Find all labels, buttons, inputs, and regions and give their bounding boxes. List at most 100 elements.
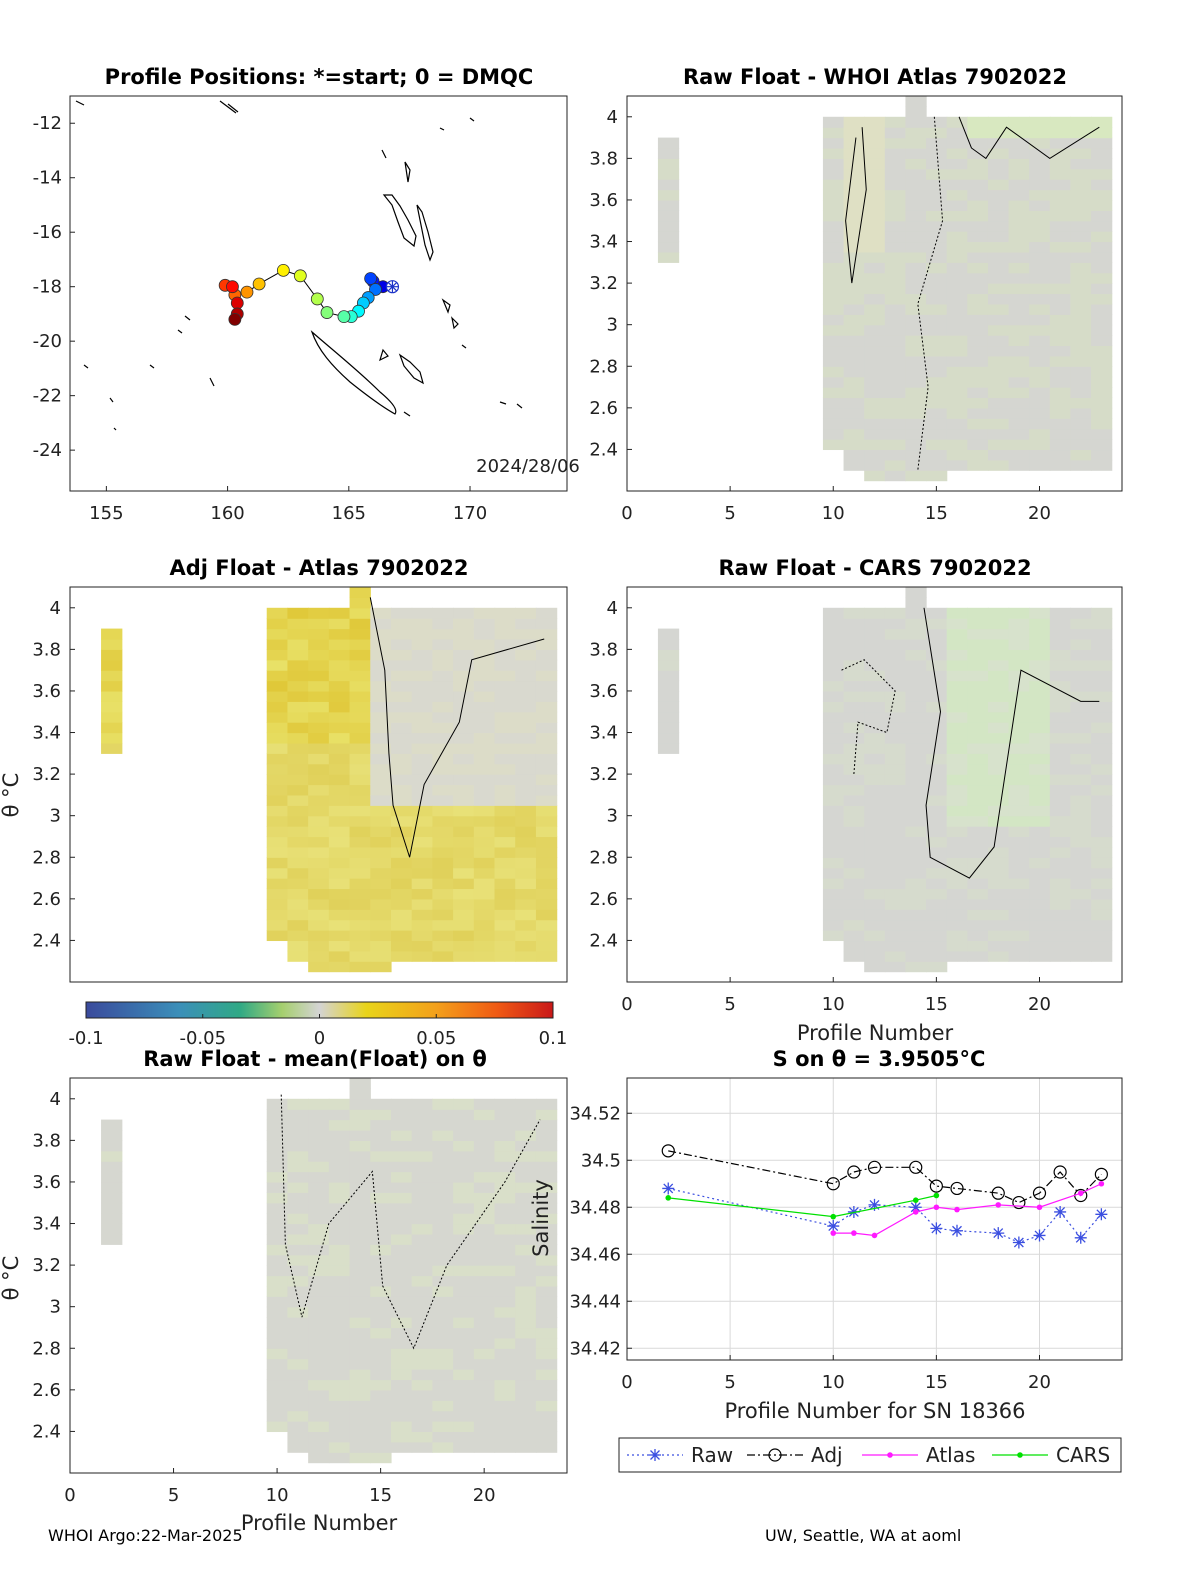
heatmap-cell (1029, 794, 1051, 806)
heatmap-cell (101, 711, 123, 723)
heatmap-cell (370, 753, 392, 765)
heatmap-cell (1029, 283, 1051, 295)
heatmap-cell (1091, 888, 1113, 900)
heatmap-cell (843, 649, 865, 661)
heatmap-cell (390, 1119, 413, 1131)
heatmap-cell (926, 909, 948, 921)
heatmap-cell (349, 1223, 371, 1235)
heatmap-cell (308, 1202, 330, 1214)
heatmap-cell (432, 1254, 454, 1266)
heatmap-cell (822, 272, 845, 284)
heatmap-cell (987, 898, 1010, 910)
heatmap-cell (967, 345, 989, 357)
heatmap-cell (987, 366, 1010, 378)
heatmap-cell (370, 1244, 392, 1256)
heatmap-cell (432, 1421, 454, 1433)
heatmap-cell (349, 1421, 371, 1433)
heatmap-cell (926, 774, 948, 786)
heatmap-cell (905, 262, 927, 274)
heatmap-cell (370, 1109, 392, 1121)
heatmap-cell (905, 690, 927, 702)
heatmap-cell (946, 355, 968, 367)
heatmap-cell (1049, 784, 1072, 796)
heatmap-cell (967, 826, 989, 838)
heatmap-cell (1049, 940, 1072, 952)
heatmap-cell (987, 867, 1010, 879)
heatmap-cell (266, 1369, 289, 1381)
heatmap-cell (926, 439, 948, 451)
heatmap-cell (1029, 670, 1051, 682)
heatmap-cell (411, 1441, 433, 1453)
heatmap-cell (884, 857, 907, 869)
heatmap-cell (266, 1140, 289, 1152)
heatmap-cell (494, 1285, 516, 1297)
heatmap-cell (1070, 784, 1092, 796)
heatmap-cell (473, 826, 496, 838)
heatmap-cell (308, 961, 330, 973)
heatmap-cell (515, 1389, 537, 1401)
heatmap-cell (822, 262, 845, 274)
xtick-label: 10 (822, 1372, 845, 1393)
heatmap-cell (287, 607, 309, 619)
heatmap-cell (370, 1421, 392, 1433)
heatmap-cell (905, 867, 927, 879)
heatmap-cell (864, 878, 886, 890)
heatmap-cell (967, 618, 989, 630)
heatmap-cell (864, 805, 886, 817)
heatmap-cell (1008, 649, 1030, 661)
heatmap-cell (328, 1213, 351, 1225)
heatmap-cell (101, 659, 123, 671)
heatmap-cell (1070, 898, 1092, 910)
heatmap-cell (101, 670, 123, 682)
heatmap-cell (946, 199, 968, 211)
heatmap-cell (884, 366, 907, 378)
heatmap-cell (1049, 262, 1072, 274)
heatmap-cell (411, 888, 433, 900)
heatmap-cell (535, 1254, 558, 1266)
heatmap-cell (515, 732, 537, 744)
heatmap-cell (349, 618, 371, 630)
heatmap-cell (287, 1119, 309, 1131)
heatmap-cell (843, 272, 865, 284)
heatmap-cell (967, 407, 989, 419)
heatmap-cell (1008, 722, 1030, 734)
heatmap-cell (515, 1296, 537, 1308)
heatmap-cell (946, 888, 968, 900)
heatmap-cell (453, 1140, 475, 1152)
heatmap-cell (370, 763, 392, 775)
heatmap-cell (515, 649, 537, 661)
heatmap-cell (1070, 659, 1092, 671)
heatmap-cell (349, 961, 371, 973)
xtick-label: 20 (1028, 994, 1051, 1015)
heatmap-cell (515, 1244, 537, 1256)
heatmap-cell (494, 950, 516, 962)
heatmap-cell (822, 168, 845, 180)
heatmap-cell (370, 1452, 392, 1464)
heatmap-cell (328, 1161, 351, 1173)
heatmap-cell (349, 1098, 371, 1110)
heatmap-cell (266, 1161, 289, 1173)
series-point (826, 1177, 840, 1191)
heatmap-cell (967, 147, 989, 159)
heatmap-cell (453, 753, 475, 765)
series-point (992, 1227, 1005, 1240)
heatmap-axes-frame (626, 586, 1123, 983)
heatmap-cell (473, 1317, 496, 1329)
heatmap-cell (926, 836, 948, 848)
heatmap-cell (926, 241, 948, 253)
heatmap-cell (535, 1306, 558, 1318)
heatmap-cell (926, 324, 948, 336)
heatmap-cell (967, 459, 989, 471)
raw-cars-panel: Raw Float - CARS 7902022 Profile Number … (589, 556, 1123, 1045)
heatmap-cell (473, 1348, 496, 1360)
heatmap-cell (905, 407, 927, 419)
heatmap-cell (390, 659, 413, 671)
heatmap-cell (946, 241, 968, 253)
heatmap-cell (535, 1171, 558, 1183)
heatmap-ticks: 2.42.62.833.23.43.63.84 (32, 598, 75, 951)
heatmap-cell (1029, 846, 1051, 858)
heatmap-cell (411, 763, 433, 775)
heatmap-cell (287, 1202, 309, 1214)
start-marker-star (386, 280, 399, 293)
heatmap-cell (287, 649, 309, 661)
